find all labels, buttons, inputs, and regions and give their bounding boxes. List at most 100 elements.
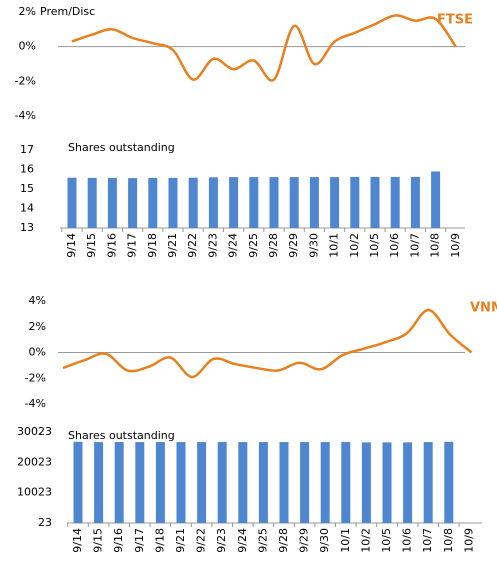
bar	[229, 177, 239, 228]
x-tick-label: 9/30	[318, 528, 331, 553]
x-tick-label: 10/7	[408, 233, 421, 258]
bar	[67, 177, 77, 228]
x-tick-label: 9/25	[247, 233, 260, 258]
bar	[197, 442, 207, 523]
bar	[128, 178, 138, 228]
bar	[410, 176, 420, 228]
x-tick-label: 9/17	[133, 528, 146, 553]
y-tick-label: -2%	[15, 74, 36, 87]
bar	[94, 442, 104, 523]
bar	[269, 177, 279, 228]
bar	[289, 177, 299, 228]
bar	[258, 442, 268, 523]
bar	[217, 442, 227, 523]
bar	[279, 442, 289, 523]
bar	[87, 177, 97, 228]
x-tick-label: 9/15	[85, 233, 98, 258]
x-tick-label: 10/6	[388, 233, 401, 258]
x-tick-label: 9/29	[287, 233, 300, 258]
x-tick-label: 9/16	[112, 528, 125, 553]
line-series	[62, 308, 473, 379]
x-tick-label: 10/5	[380, 528, 393, 553]
bar	[382, 442, 392, 523]
bar	[107, 177, 117, 228]
chart-title: Shares outstanding	[68, 429, 175, 442]
bar	[148, 177, 158, 228]
bar	[444, 441, 454, 523]
legend-label: VNM	[470, 301, 497, 316]
legend-label: FTSE	[437, 13, 473, 28]
x-tick-label: 10/9	[449, 233, 462, 258]
x-tick-label: 10/8	[442, 528, 455, 553]
y-tick-label: 2%	[29, 320, 46, 333]
chart-title: Shares outstanding	[68, 141, 175, 154]
bar	[370, 176, 380, 228]
bar	[300, 442, 310, 523]
x-tick-label: 9/29	[298, 528, 311, 553]
x-tick-label: 10/8	[429, 233, 442, 258]
y-tick-label: 14	[20, 202, 34, 215]
x-tick-label: 9/28	[277, 528, 290, 553]
bar	[168, 177, 178, 228]
y-tick-label: -2%	[25, 371, 46, 384]
bar	[114, 442, 124, 523]
x-tick-label: 9/18	[153, 528, 166, 553]
chart-title: Prem/Disc	[40, 5, 95, 18]
x-tick-label: 9/21	[166, 233, 179, 258]
y-tick-label: -4%	[15, 109, 36, 122]
x-tick-label: 9/14	[71, 528, 84, 553]
x-tick-label: 10/6	[401, 528, 414, 553]
bar	[361, 442, 371, 523]
bar	[208, 177, 218, 228]
bar	[155, 442, 165, 523]
bar	[249, 177, 259, 228]
x-tick-label: 10/9	[462, 528, 475, 553]
bar	[320, 442, 330, 523]
y-tick-label: 4%	[29, 294, 46, 307]
bar	[309, 177, 319, 228]
x-tick-label: 10/2	[359, 528, 372, 553]
bar	[403, 442, 413, 523]
bar	[341, 442, 351, 523]
x-tick-label: 9/30	[307, 233, 320, 258]
y-tick-label: 2%	[19, 5, 36, 18]
x-tick-label: 9/23	[215, 528, 228, 553]
y-tick-label: 16	[20, 163, 34, 176]
y-tick-label: 23	[38, 516, 52, 529]
x-tick-label: 10/2	[348, 233, 361, 258]
x-tick-label: 10/7	[421, 528, 434, 553]
bar	[176, 442, 186, 523]
y-tick-label: 30023	[17, 425, 52, 438]
y-tick-label: 10023	[17, 486, 52, 499]
bar	[330, 177, 340, 228]
line-series	[71, 14, 457, 82]
y-tick-label: 17	[20, 143, 34, 156]
y-tick-label: 0%	[29, 346, 46, 359]
x-tick-label: 9/28	[267, 233, 280, 258]
bar	[350, 176, 360, 228]
bar	[390, 176, 400, 228]
x-tick-label: 9/18	[146, 233, 159, 258]
y-tick-label: 15	[20, 182, 34, 195]
y-tick-label: 20023	[17, 455, 52, 468]
bar	[238, 442, 248, 523]
x-tick-label: 9/15	[92, 528, 105, 553]
y-tick-label: 0%	[19, 40, 36, 53]
y-tick-label: -4%	[25, 397, 46, 410]
x-tick-label: 9/22	[186, 233, 199, 258]
x-tick-label: 9/22	[195, 528, 208, 553]
x-tick-label: 9/16	[105, 233, 118, 258]
x-tick-label: 9/25	[256, 528, 269, 553]
x-tick-label: 10/1	[328, 233, 341, 258]
bar	[188, 177, 198, 228]
x-tick-label: 10/1	[339, 528, 352, 553]
bar	[423, 442, 433, 523]
bar	[135, 442, 145, 523]
x-tick-label: 9/24	[227, 233, 240, 258]
x-tick-label: 10/5	[368, 233, 381, 258]
bar	[73, 441, 83, 523]
x-tick-label: 9/21	[174, 528, 187, 553]
x-tick-label: 9/24	[236, 528, 249, 553]
x-tick-label: 9/23	[206, 233, 219, 258]
